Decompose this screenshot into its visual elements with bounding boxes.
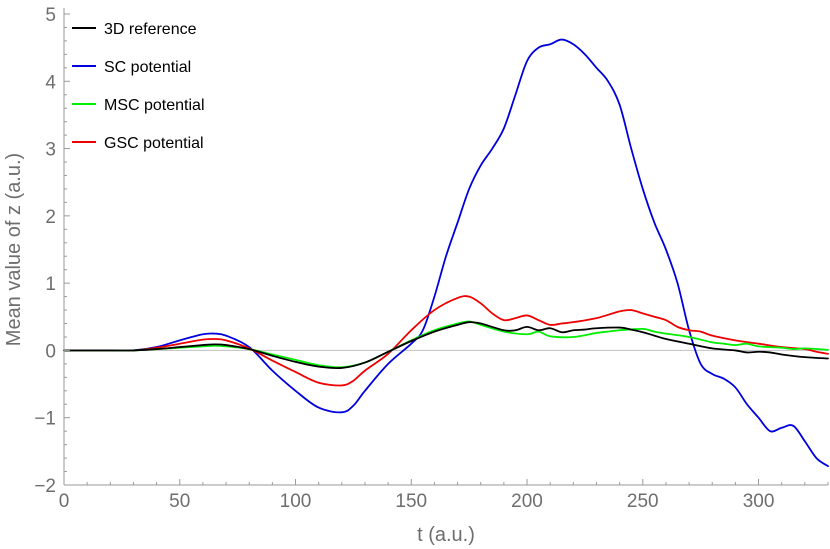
- y-tick-label: −1: [34, 409, 56, 430]
- x-tick-label: 200: [511, 491, 543, 512]
- x-tick-label: 0: [59, 491, 70, 512]
- series-line-msc-potential: [63, 320, 829, 369]
- axes-frame: [63, 8, 828, 486]
- series-layer: [63, 38, 829, 468]
- series-line-sc-potential: [63, 38, 829, 468]
- y-tick-label: −2: [34, 476, 56, 497]
- y-axis-title: Mean value of z (a.u.): [3, 153, 25, 346]
- x-tick-label: 50: [169, 491, 190, 512]
- y-tick-label: 3: [45, 140, 56, 161]
- legend: 3D reference SC potential MSC potential GSC…: [72, 21, 205, 152]
- x-tick-label: 150: [395, 491, 427, 512]
- x-axis-title: t (a.u.): [417, 524, 475, 546]
- y-tick-label: 5: [45, 5, 56, 26]
- y-axis-ticks: −2 −1 0 1 2 3 4 5: [34, 5, 70, 497]
- y-tick-label: 4: [45, 72, 56, 93]
- x-tick-label: 100: [280, 491, 312, 512]
- y-tick-label: 2: [45, 207, 56, 228]
- x-axis-ticks: 0 50 100 150 200 250 300: [59, 479, 829, 512]
- series-line-3d-reference: [63, 321, 829, 370]
- legend-label-3d-reference: 3D reference: [104, 21, 197, 38]
- x-tick-label: 300: [743, 491, 775, 512]
- y-tick-label: 1: [45, 274, 56, 295]
- x-tick-label: 250: [627, 491, 659, 512]
- legend-label-sc-potential: SC potential: [104, 59, 191, 76]
- y-tick-label: 0: [45, 341, 56, 362]
- legend-label-gsc-potential: GSC potential: [104, 135, 204, 152]
- legend-label-msc-potential: MSC potential: [104, 97, 205, 114]
- series-line-gsc-potential: [63, 295, 829, 387]
